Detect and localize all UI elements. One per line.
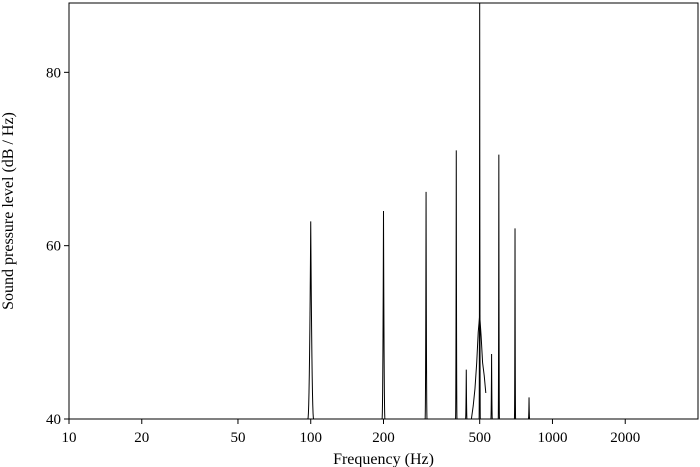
spectral-peak	[381, 210, 386, 419]
y-axis-title: Sound pressure level (dB / Hz)	[0, 112, 17, 310]
x-tick-label: 2000	[610, 430, 640, 446]
spectral-peak	[478, 3, 481, 419]
spectral-peak	[307, 221, 315, 419]
x-axis-title: Frequency (Hz)	[333, 451, 434, 467]
x-axis-ticks: 10 20 50 100 200 500 1000 2000	[62, 419, 640, 446]
x-tick-label: 200	[372, 430, 395, 446]
y-tick-label: 40	[46, 412, 61, 428]
y-tick-label: 60	[46, 239, 61, 255]
x-tick-label: 50	[230, 430, 245, 446]
spectral-peak	[424, 191, 428, 419]
spectral-peak	[490, 353, 493, 419]
x-tick-label: 10	[62, 430, 77, 446]
y-tick-label: 80	[46, 65, 61, 81]
spectral-peak	[527, 397, 531, 419]
spectral-peak	[497, 154, 500, 419]
spectral-envelope	[470, 314, 487, 419]
x-tick-label: 20	[134, 430, 149, 446]
x-tick-label: 1000	[537, 430, 567, 446]
spectral-peak	[465, 369, 468, 419]
spectral-peak	[513, 228, 517, 419]
x-tick-label: 500	[468, 430, 491, 446]
x-tick-label: 100	[299, 430, 322, 446]
spectrum-series	[307, 3, 531, 419]
spectral-peak	[455, 150, 458, 419]
y-axis-ticks: 40 60 80	[46, 65, 69, 428]
